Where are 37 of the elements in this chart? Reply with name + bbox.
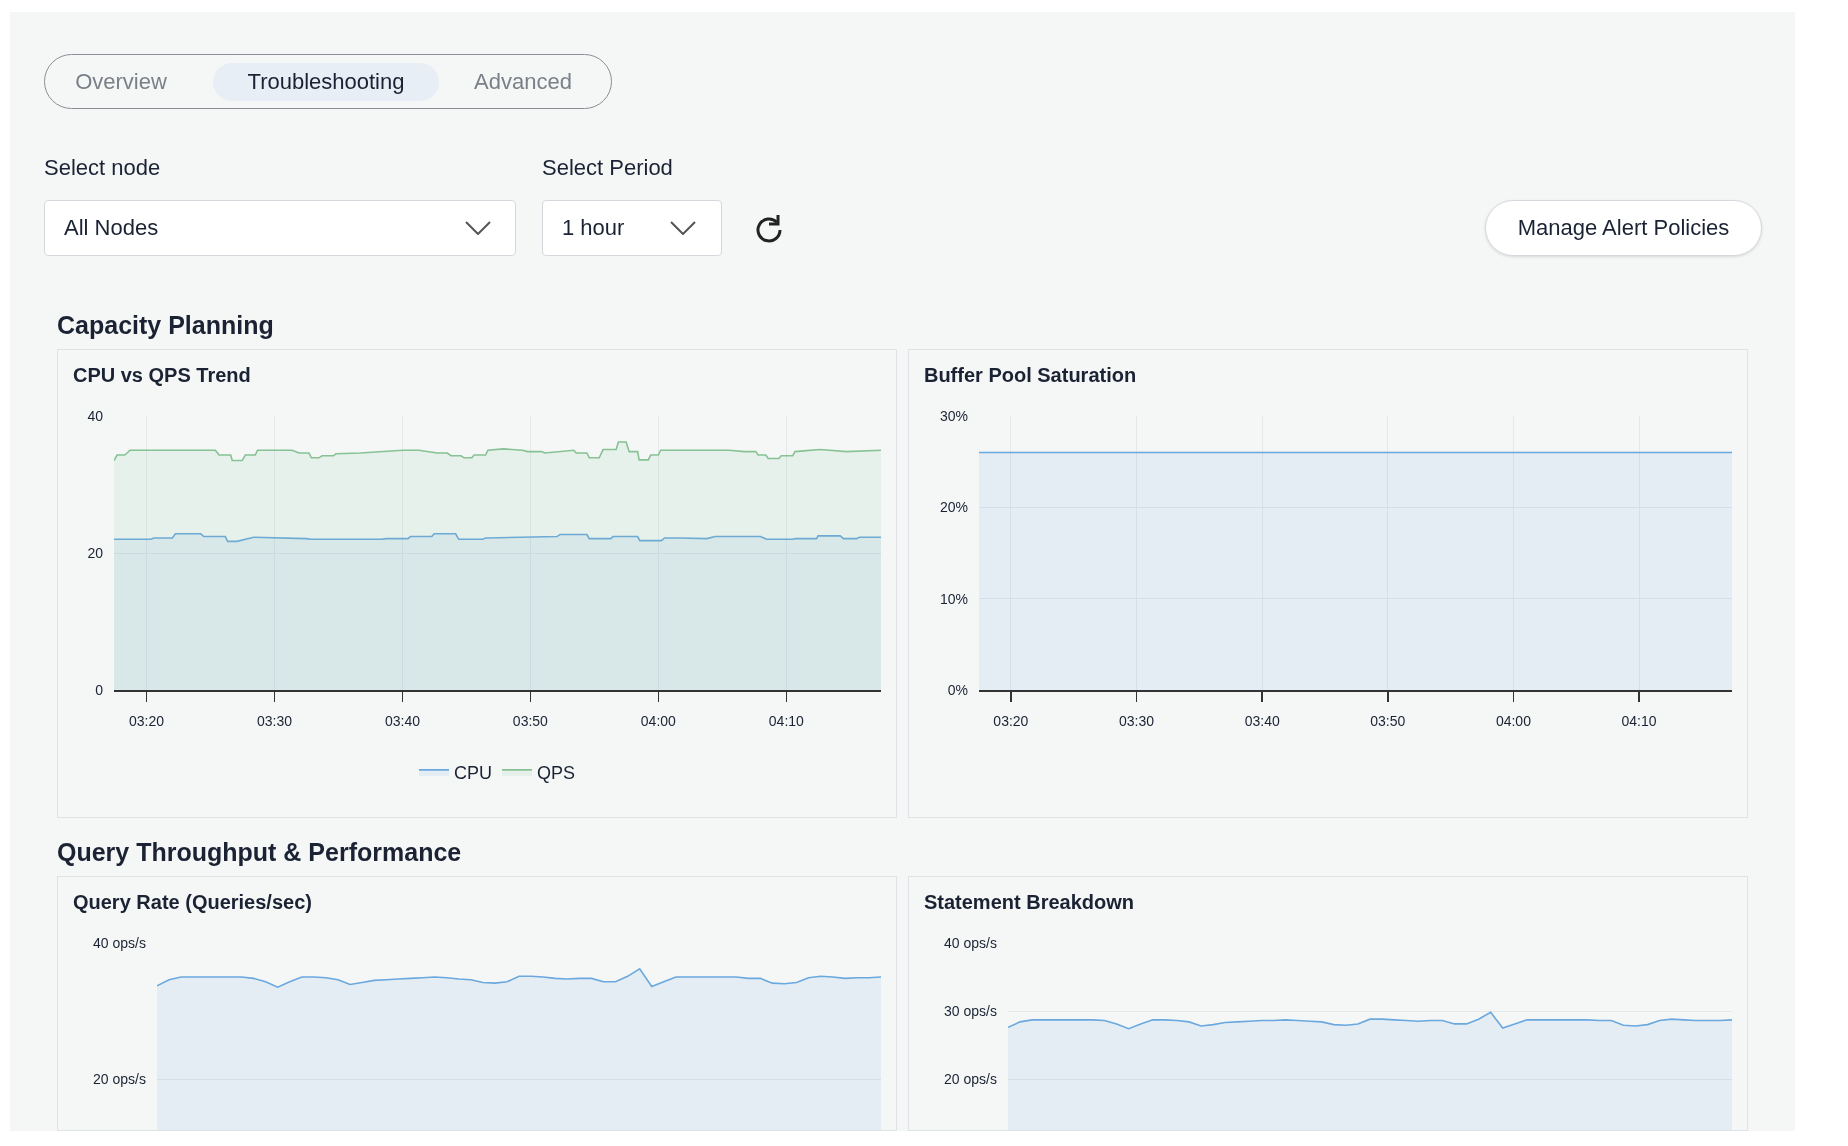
dropdown: 1 hour [542,200,722,256]
x-tick-label: 03:40 [384,713,421,730]
y-tick-label: 30 ops/s [944,1002,997,1019]
x-tick-label: 04:10 [768,713,805,730]
chart-title: Query Rate (Queries/sec) [72,890,312,913]
button: Manage Alert Policies [1485,200,1762,256]
y-tick-label: 10% [939,590,968,607]
x-tick-label: 04:10 [1621,713,1657,730]
y-tick-label: 20 [87,544,104,561]
x-tick-label: 03:20 [993,713,1029,730]
y-tick-label: 0 [95,681,104,698]
chart-title: Buffer Pool Saturation [923,363,1137,386]
y-tick-label: 0% [947,681,968,698]
y-tick-label: 40 ops/s [93,934,146,951]
y-tick-label: 30% [939,407,968,424]
x-tick-label: 03:20 [128,713,165,730]
y-tick-label: 20% [939,499,968,516]
x-tick-label: 04:00 [640,713,677,730]
dropdown: All Nodes [44,200,516,256]
y-tick-label: 20 ops/s [944,1070,997,1087]
text: Select Period [542,155,673,181]
x-tick-label: 03:30 [256,713,293,730]
text: Capacity Planning [57,311,274,340]
legend-label: QPS [537,762,576,783]
y-tick-label: 40 [87,407,104,424]
x-tick-label: 03:50 [512,713,549,730]
chart-title: Statement Breakdown [923,890,1135,913]
x-tick-label: 04:00 [1495,713,1532,730]
text: Select node [44,155,161,181]
legend-label: CPU [454,762,493,783]
x-tick-label: 03:40 [1244,713,1280,730]
x-tick-label: 03:30 [1119,713,1155,730]
y-tick-label: 40 ops/s [944,934,997,951]
chart-title: CPU vs QPS Trend [72,363,251,386]
x-tick-label: 03:50 [1370,713,1406,730]
y-tick-label: 20 ops/s [93,1070,146,1087]
text: Query Throughput & Performance [57,838,462,867]
